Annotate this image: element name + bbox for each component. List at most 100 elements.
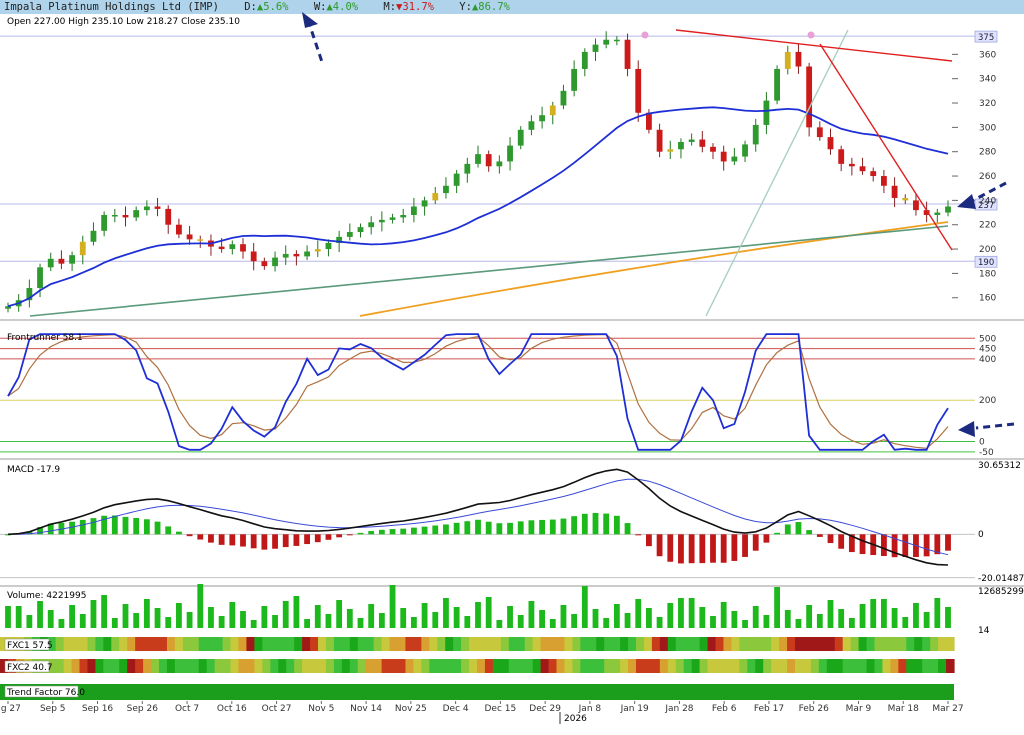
- macd-histogram-bar: [517, 521, 524, 535]
- macd-histogram-bar: [400, 528, 407, 535]
- heat-strip-cell: [699, 659, 709, 673]
- heat-strip-cell: [333, 637, 343, 651]
- heat-strip-cell: [667, 637, 677, 651]
- heat-strip-cell: [874, 659, 884, 673]
- heat-strip-cell: [286, 659, 295, 673]
- heat-strip-cell: [866, 637, 876, 651]
- price-tick-label: 300: [979, 123, 996, 133]
- heat-strip-cell: [445, 637, 454, 651]
- heat-strip-cell: [723, 637, 732, 651]
- heat-strip-cell: [429, 637, 438, 651]
- volume-bar: [122, 604, 129, 628]
- macd-histogram-bar: [731, 534, 738, 561]
- price-tick-label: 280: [979, 148, 996, 158]
- price-tick-label: 360: [979, 50, 996, 60]
- heat-strip-cell: [143, 659, 152, 673]
- macd-histogram-bar: [571, 516, 578, 535]
- volume-bar: [870, 599, 877, 628]
- volume-bar: [945, 607, 951, 628]
- volume-bar: [774, 587, 780, 628]
- candle-body: [763, 100, 770, 125]
- x-tick-label: ug 27: [0, 704, 21, 714]
- heat-strip-cell: [810, 659, 820, 673]
- macd-histogram-bar: [250, 534, 257, 549]
- candle-body: [581, 51, 588, 69]
- heat-strip-cell: [739, 659, 748, 673]
- volume-bar: [453, 607, 460, 628]
- candle-body: [784, 51, 791, 69]
- heat-strip-cell: [174, 637, 184, 651]
- x-tick-label: Oct 16: [217, 704, 247, 714]
- heat-strip-cell: [946, 637, 955, 651]
- volume-bar: [143, 599, 150, 628]
- volume-tick-top: 12685299: [978, 587, 1024, 597]
- arrow-head-icon: [957, 194, 976, 209]
- heat-strip-cell: [651, 637, 661, 651]
- heat-strip-cell: [461, 637, 470, 651]
- annotations: [302, 12, 1015, 437]
- heat-strip-cell: [604, 637, 613, 651]
- candle-body: [357, 227, 364, 233]
- volume-bar: [848, 618, 855, 628]
- x-tick-label: Dec 29: [529, 704, 561, 714]
- volume-bar: [763, 615, 770, 628]
- macd-histogram-bar: [549, 519, 556, 535]
- heat-strip-cell: [818, 659, 828, 673]
- macd-histogram-bar: [688, 534, 695, 564]
- heat-strip-cell: [612, 659, 621, 673]
- macd-histogram-bar: [581, 513, 588, 535]
- heat-strip-cell: [469, 637, 478, 651]
- heat-strip-cell: [254, 637, 263, 651]
- heat-strip-cell: [151, 659, 160, 673]
- heat-strip-cell: [659, 659, 669, 673]
- heat-strip-cell: [596, 637, 605, 651]
- d-change: 5.6%: [263, 1, 289, 13]
- heat-strip-cell: [477, 637, 486, 651]
- volume-bar: [47, 610, 54, 628]
- macd-histogram-bar: [122, 516, 129, 535]
- heat-strip-cell: [731, 659, 740, 673]
- macd-tick-bottom: -20.01487: [978, 574, 1024, 584]
- heat-strip-cell: [119, 659, 128, 673]
- heat-strip-cell: [381, 637, 391, 651]
- volume-bar: [101, 595, 108, 628]
- heat-strip-cell: [922, 637, 931, 651]
- volume-bar: [464, 616, 471, 628]
- price-reference-lines: 375 237 190: [0, 30, 998, 268]
- heat-strip-cell: [87, 637, 96, 651]
- heat-strip-cell: [492, 637, 502, 651]
- moving-average-line: [7, 106, 949, 308]
- volume-bar: [346, 609, 353, 628]
- macd-histogram-bar: [261, 534, 268, 550]
- heat-strip-cell: [381, 659, 391, 673]
- candle-body: [336, 236, 343, 243]
- heat-strip-cell: [596, 659, 605, 673]
- macd-histogram-bar: [881, 534, 887, 556]
- frontrunner-line: [7, 333, 949, 451]
- heat-strip-cell: [262, 659, 271, 673]
- volume-bar: [368, 604, 375, 628]
- volume-bar: [742, 620, 748, 628]
- x-tick-label: Feb 26: [799, 704, 830, 714]
- price-candles: [5, 31, 951, 313]
- heat-strip-cell: [365, 637, 375, 651]
- macd-histogram-bar: [720, 534, 727, 563]
- heat-strip-cell: [166, 637, 176, 651]
- volume-bar: [859, 604, 866, 628]
- macd-histogram-bar: [186, 534, 193, 537]
- volume-bar: [443, 598, 449, 628]
- heat-strip-cell: [286, 637, 295, 651]
- heat-strip-cell: [302, 637, 311, 651]
- candle-body: [186, 234, 193, 240]
- macd-histogram-bar: [304, 534, 310, 545]
- heat-strip-cell: [532, 659, 542, 673]
- heat-strip-cell: [95, 659, 104, 673]
- heat-strip-cell: [747, 659, 756, 673]
- macd-histogram-bar: [357, 532, 364, 535]
- macd-histogram-bar: [848, 534, 855, 553]
- heat-strip-cell: [389, 637, 399, 651]
- volume-bar: [710, 616, 716, 628]
- heat-strip-cell: [79, 659, 89, 673]
